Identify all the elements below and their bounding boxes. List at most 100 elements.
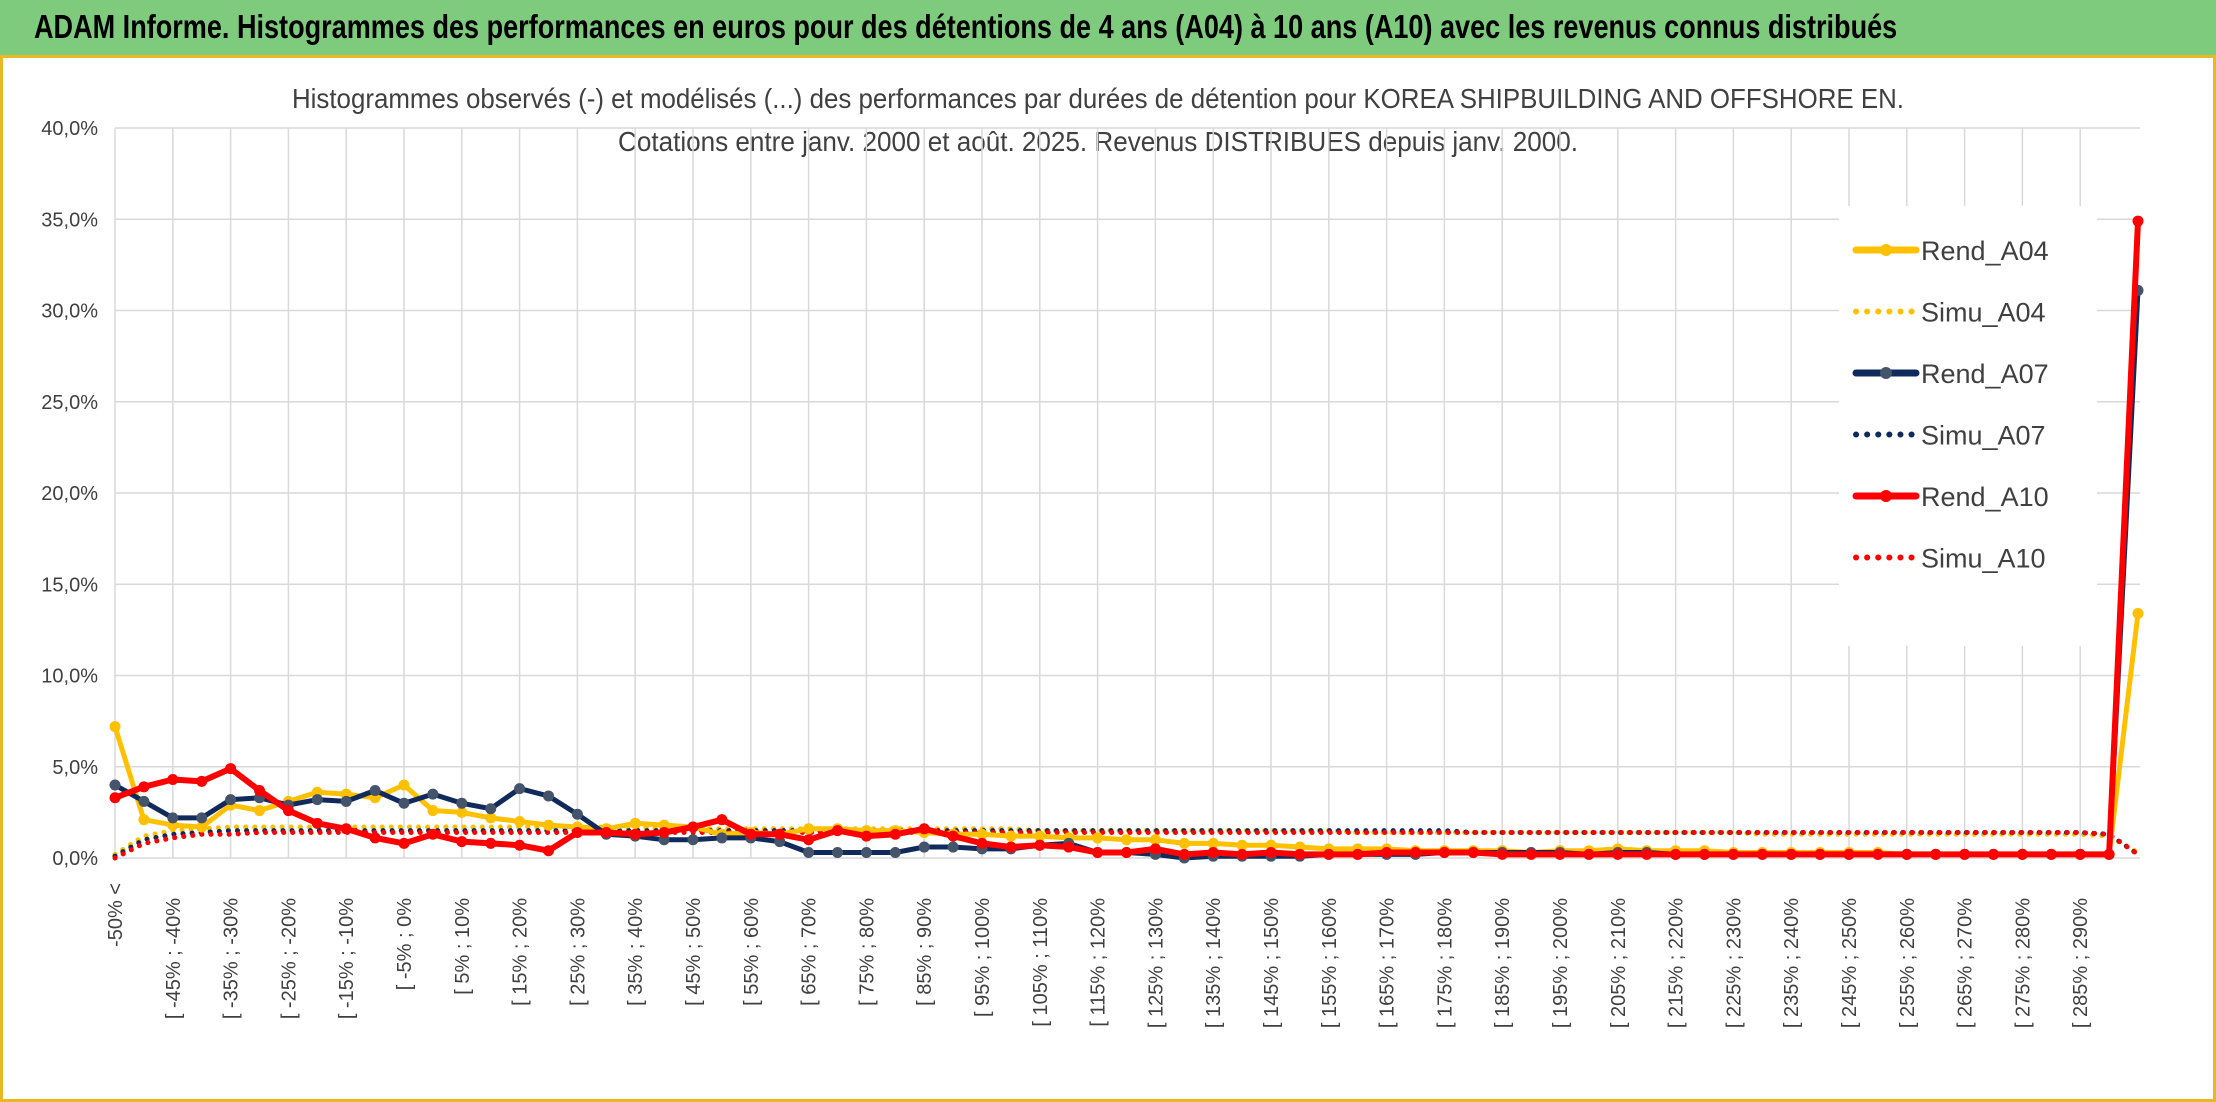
data-point-rend-a10 [1496,848,1508,860]
y-tick-label: 35,0% [41,209,98,231]
x-tick-label: [ 205% ; 210% [1608,898,1630,1028]
x-tick-label: [ 225% ; 230% [1723,898,1745,1028]
data-point-rend-a07 [716,832,728,844]
data-point-rend-a07 [514,783,526,795]
x-tick-label: [ 5% ; 10% [452,898,474,995]
data-point-rend-a04 [629,817,641,829]
legend-label: Rend_A04 [1921,236,2049,266]
data-point-rend-a10 [745,828,757,840]
data-point-rend-a10 [1843,848,1855,860]
data-point-rend-a10 [1814,848,1826,860]
data-point-rend-a04 [543,819,554,831]
chart-subtitle-line-1: Histogrammes observés (-) et modélisés (… [292,83,1904,114]
data-point-rend-a10 [2103,848,2115,860]
data-point-rend-a10 [600,826,612,838]
data-point-rend-a10 [1005,841,1017,853]
data-point-rend-a10 [947,830,959,842]
data-point-rend-a10 [1699,848,1710,860]
legend-item-rend-a07: Rend_A07 [1852,359,2049,389]
legend-label: Simu_A10 [1921,544,2046,574]
legend-marker [1880,244,1892,256]
y-tick-label: 5,0% [52,757,98,779]
x-tick-label: [ 95% ; 100% [972,898,994,1017]
data-point-rend-a10 [832,825,843,837]
data-point-rend-a10 [2016,848,2028,860]
legend-item-simu-a10: Simu_A10 [1853,544,2046,574]
data-point-rend-a10 [2045,848,2057,860]
series-rend-a10 [109,215,2144,860]
data-point-rend-a10 [340,823,352,835]
data-point-rend-a10 [1727,848,1739,860]
data-point-rend-a10 [196,775,208,787]
series-rend-a07 [109,284,2144,864]
x-tick-label: [ 275% ; 280% [2012,898,2034,1028]
grid-lines [114,127,2140,859]
x-tick-label: [ 115% ; 120% [1088,898,1110,1027]
data-point-rend-a10 [1988,848,1999,860]
data-point-rend-a10 [1872,848,1884,860]
data-point-rend-a04 [196,821,208,833]
x-tick-label: [ 195% ; 200% [1550,898,1572,1028]
x-tick-label: [ 165% ; 170% [1377,898,1399,1028]
x-tick-label: [ 215% ; 220% [1666,898,1688,1028]
data-point-rend-a10 [658,826,670,838]
data-point-rend-a10 [1352,848,1364,860]
data-point-rend-a04 [254,805,265,817]
data-point-rend-a07 [109,779,121,791]
data-point-rend-a10 [1930,848,1942,860]
data-point-rend-a07 [803,847,815,859]
legend-item-simu-a07: Simu_A07 [1853,421,2046,451]
data-point-rend-a04 [485,812,497,824]
data-point-rend-a10 [1381,847,1393,859]
data-point-rend-a10 [138,781,150,793]
series-line-rend-a04 [112,611,2141,857]
data-point-rend-a10 [1323,848,1335,860]
data-point-rend-a04 [803,823,815,835]
data-point-rend-a10 [2132,215,2144,227]
x-tick-label: [ -35% ; -30% [221,898,243,1019]
x-tick-label: [ 15% ; 20% [510,898,532,1006]
data-point-rend-a07 [947,841,959,853]
data-point-rend-a10 [1034,839,1046,851]
data-point-rend-a10 [254,784,265,796]
data-point-rend-a04 [2132,607,2144,619]
data-point-rend-a10 [485,837,497,849]
data-point-rend-a10 [2074,848,2086,860]
y-tick-label: 20,0% [41,483,98,505]
legend-item-rend-a04: Rend_A04 [1852,236,2049,266]
y-tick-label: 30,0% [41,301,98,323]
data-point-rend-a07 [889,847,901,859]
series-rend-a04 [109,607,2144,860]
y-axis-ticks: 0,0% 5,0% 10,0% 15,0% 20,0% 25,0% 30,0% 35,0% 40… [41,118,98,870]
y-tick-label: 40,0% [41,118,98,140]
data-point-rend-a10 [1641,848,1653,860]
chart-frame: Histogrammes observés (-) et modélisés (… [0,58,2216,1102]
y-tick-label: 15,0% [41,574,98,596]
data-point-rend-a07 [167,812,179,824]
x-tick-label: [ 105% ; 110% [1030,898,1052,1027]
data-point-rend-a07 [456,797,468,809]
data-point-rend-a10 [976,837,988,849]
data-point-rend-a07 [485,803,497,815]
data-point-rend-a07 [427,788,439,800]
x-tick-label: [ 265% ; 270% [1955,898,1977,1028]
data-point-rend-a10 [1121,847,1132,859]
x-tick-label: [ 85% ; 90% [914,898,936,1006]
x-tick-label: [ 35% ; 40% [625,898,647,1006]
legend-label: Simu_A07 [1921,421,2046,451]
y-tick-label: 10,0% [41,666,98,688]
data-point-rend-a10 [1583,848,1595,860]
data-point-rend-a04 [1149,834,1161,846]
x-tick-label: [ 65% ; 70% [799,898,821,1006]
data-point-rend-a10 [167,774,179,786]
x-tick-label: [ -5% ; 0% [394,898,416,990]
x-tick-label: [ 185% ; 190% [1492,898,1514,1028]
data-point-rend-a04 [138,814,150,826]
data-point-rend-a07 [225,794,237,806]
data-point-rend-a07 [543,790,554,802]
data-point-rend-a07 [398,797,410,809]
x-tick-label: [ 145% ; 150% [1261,898,1283,1028]
x-tick-label: [ 235% ; 240% [1781,898,1803,1028]
data-point-rend-a10 [1092,847,1104,859]
data-point-rend-a10 [774,828,786,840]
